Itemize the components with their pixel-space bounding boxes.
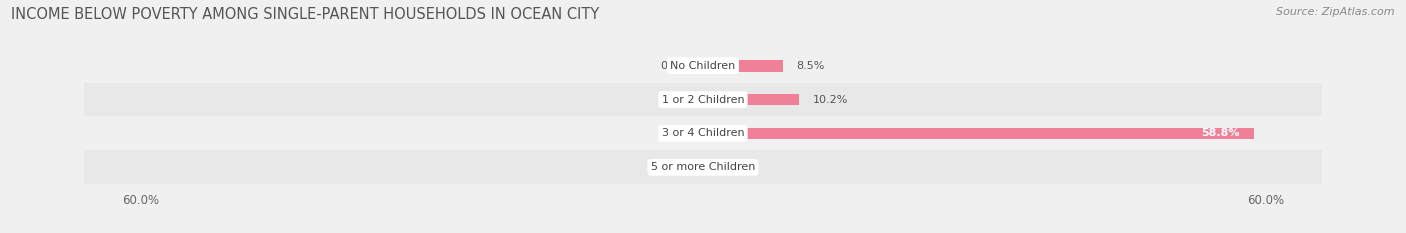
Text: 58.8%: 58.8% bbox=[1202, 128, 1240, 138]
Bar bbox=[699, 127, 703, 139]
Text: 1 or 2 Children: 1 or 2 Children bbox=[662, 95, 744, 105]
Bar bbox=[84, 49, 1322, 83]
Text: No Children: No Children bbox=[671, 61, 735, 71]
Text: INCOME BELOW POVERTY AMONG SINGLE-PARENT HOUSEHOLDS IN OCEAN CITY: INCOME BELOW POVERTY AMONG SINGLE-PARENT… bbox=[11, 7, 599, 22]
Text: 0.0%: 0.0% bbox=[721, 162, 749, 172]
Bar bbox=[703, 127, 1254, 139]
Text: 0.0%: 0.0% bbox=[661, 61, 689, 71]
Bar bbox=[84, 150, 1322, 184]
Bar bbox=[699, 94, 703, 106]
Bar bbox=[699, 161, 703, 173]
Bar bbox=[84, 116, 1322, 150]
Text: 0.0%: 0.0% bbox=[661, 162, 689, 172]
Text: Source: ZipAtlas.com: Source: ZipAtlas.com bbox=[1277, 7, 1395, 17]
Text: 0.0%: 0.0% bbox=[661, 128, 689, 138]
Text: 3 or 4 Children: 3 or 4 Children bbox=[662, 128, 744, 138]
Bar bbox=[703, 161, 707, 173]
Text: 0.0%: 0.0% bbox=[661, 95, 689, 105]
Bar bbox=[703, 94, 799, 106]
Text: 5 or more Children: 5 or more Children bbox=[651, 162, 755, 172]
Bar bbox=[699, 60, 703, 72]
Bar bbox=[84, 83, 1322, 116]
Text: 8.5%: 8.5% bbox=[797, 61, 825, 71]
Bar bbox=[703, 60, 783, 72]
Text: 10.2%: 10.2% bbox=[813, 95, 848, 105]
